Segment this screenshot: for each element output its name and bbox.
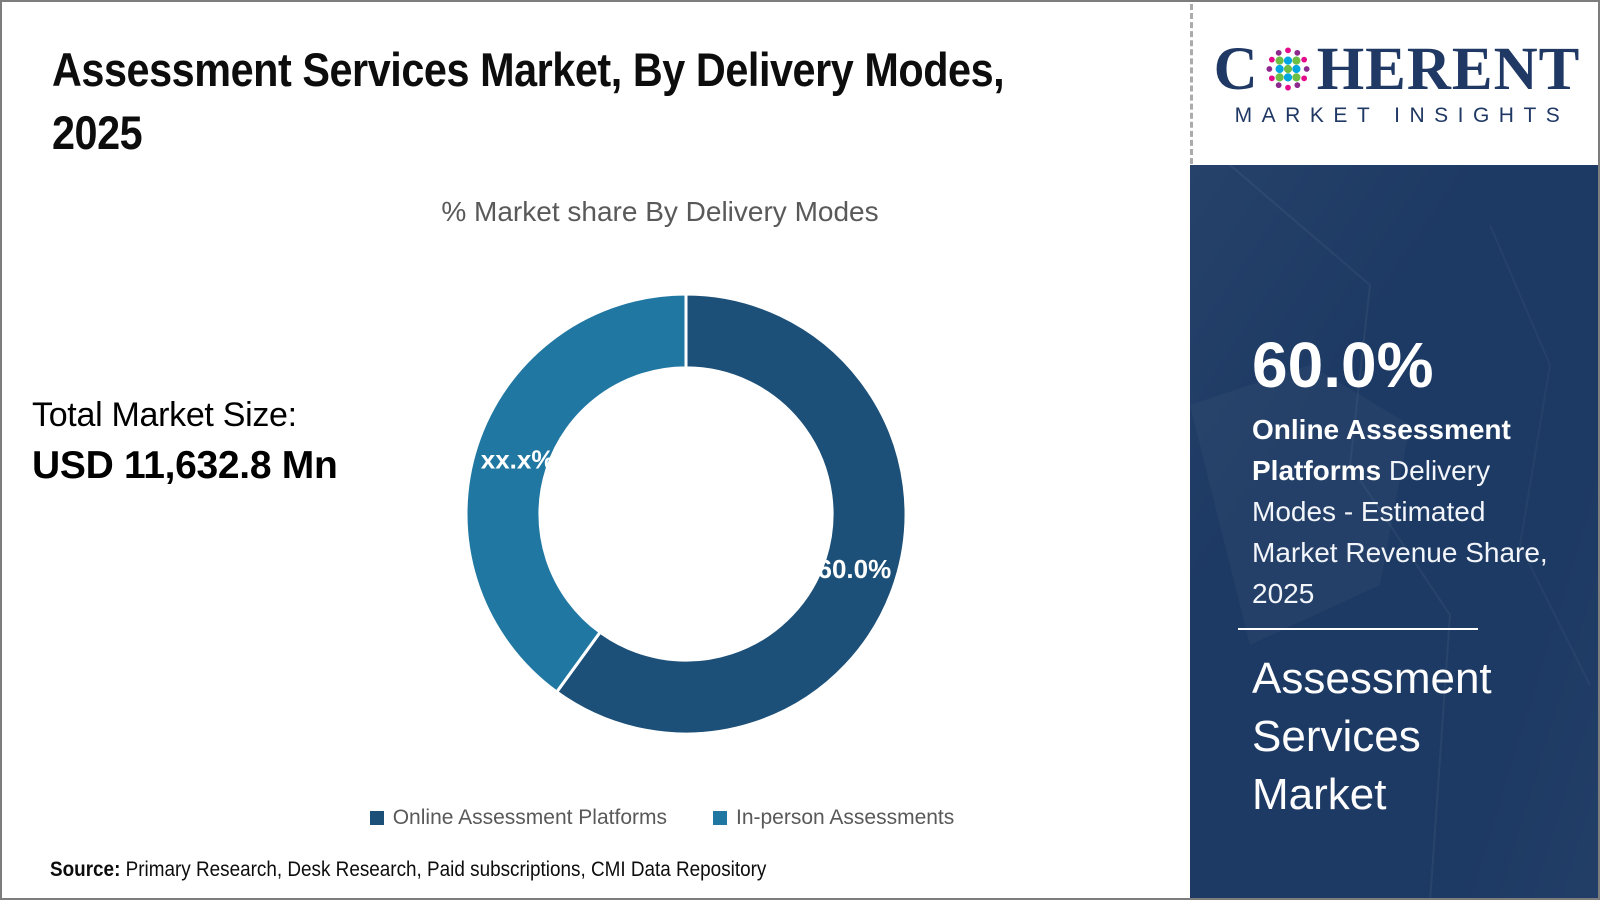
sidebar-map-texture — [1229, 165, 1591, 898]
highlight-sidebar: 60.0% Online Assessment Platforms Delive… — [1190, 165, 1598, 898]
legend-swatch-inperson — [713, 811, 727, 825]
legend-label-online: Online Assessment Platforms — [392, 806, 667, 829]
globe-dots-icon — [1266, 47, 1310, 91]
chart-legend: Online Assessment Platforms In-person As… — [162, 806, 1162, 830]
company-logo: C HERENT MARKET INSIGHTS — [1194, 2, 1598, 164]
sidebar-description-bold: Online Assessment Platforms — [1252, 414, 1511, 486]
sidebar-description-rest: Delivery Modes - Estimated Market Revenu… — [1252, 455, 1548, 609]
logo-tagline: MARKET INSIGHTS — [1234, 103, 1570, 127]
total-market-size-value: USD 11,632.8 Mn — [32, 444, 338, 487]
donut-chart-container: 60.0% xx.x% — [456, 284, 916, 744]
sidebar-content: 60.0% Online Assessment Platforms Delive… — [1190, 165, 1598, 824]
page-title: Assessment Services Market, By Delivery … — [52, 38, 1170, 164]
donut-slice-0 — [554, 292, 908, 736]
chart-title: % Market share By Delivery Modes — [441, 196, 879, 227]
donut-chart: 60.0% xx.x% — [464, 292, 908, 736]
source-label: Source: — [50, 858, 121, 881]
donut-slice-1 — [464, 292, 688, 695]
legend-item-online: Online Assessment Platforms — [369, 806, 667, 830]
legend-swatch-online — [369, 811, 384, 825]
logo-letters-rest: HERENT — [1316, 35, 1581, 103]
source-text: Primary Research, Desk Research, Paid su… — [120, 858, 767, 881]
logo-letter-c: C — [1213, 35, 1259, 103]
page-title-line1: Assessment Services Market, By Delivery … — [52, 43, 1005, 96]
sidebar-product-title: Assessment Services Market — [1252, 654, 1492, 819]
sidebar-headline-value: 60.0% — [1252, 329, 1434, 401]
legend-item-inperson: In-person Assessments — [713, 806, 954, 830]
donut-slice-label-0: 60.0% — [818, 554, 892, 584]
vertical-dashed-divider — [1190, 4, 1193, 164]
sidebar-rule — [1238, 628, 1478, 630]
logo-brand: C HERENT — [1214, 39, 1581, 100]
donut-slice-label-1: xx.x% — [481, 444, 555, 474]
page-title-line2: 2025 — [52, 106, 143, 159]
legend-label-inperson: In-person Assessments — [736, 806, 955, 829]
total-market-size-block: Total Market Size: USD 11,632.8 Mn — [32, 396, 338, 488]
total-market-size-label: Total Market Size: — [32, 396, 297, 434]
sidebar-description: Online Assessment Platforms Delivery Mod… — [1252, 409, 1554, 614]
source-line: Source: Primary Research, Desk Research,… — [50, 858, 766, 882]
